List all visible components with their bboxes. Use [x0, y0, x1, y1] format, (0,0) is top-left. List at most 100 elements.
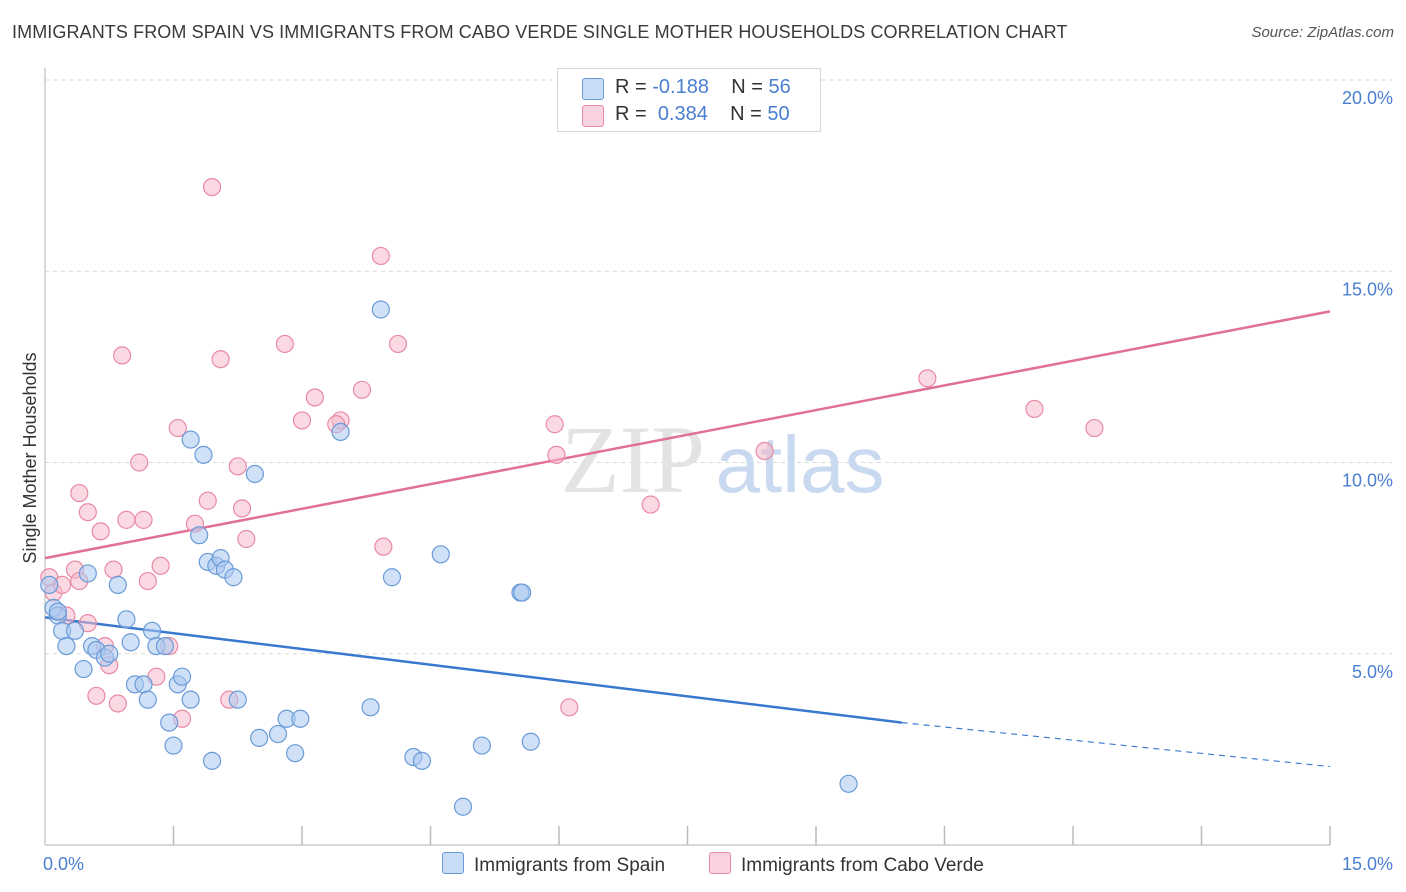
point-spain: [412, 751, 432, 770]
legend-n-label: N =: [731, 76, 763, 98]
point-cabo-verde: [134, 510, 153, 529]
legend-r-value-spain: -0.188: [652, 76, 709, 98]
trend-line-spain: [44, 616, 902, 724]
point-cabo-verde: [547, 445, 566, 464]
legend-n-value-spain: 56: [768, 76, 791, 98]
x-tick-label-max: 15.0%: [1342, 854, 1393, 874]
y-tick-label: 5.0%: [1352, 662, 1393, 682]
point-cabo-verde: [78, 503, 97, 522]
point-spain: [160, 713, 179, 732]
point-cabo-verde: [641, 495, 660, 514]
axes: [44, 68, 1331, 846]
legend-n-value-cabo-verde: 50: [767, 103, 790, 125]
point-cabo-verde: [112, 346, 132, 365]
point-spain: [40, 575, 59, 595]
point-cabo-verde: [202, 178, 222, 197]
point-spain: [245, 464, 264, 484]
point-spain: [291, 709, 310, 728]
point-spain: [268, 724, 288, 744]
point-spain: [181, 690, 200, 709]
point-spain: [202, 751, 222, 770]
point-cabo-verde: [1025, 399, 1044, 419]
legend-stats-spain: R = -0.188 N = 56: [615, 76, 791, 99]
point-cabo-verde: [108, 694, 127, 713]
point-cabo-verde: [138, 571, 157, 591]
legend-swatch-cabo-verde: [582, 105, 604, 127]
point-cabo-verde: [87, 686, 106, 705]
point-cabo-verde: [91, 522, 110, 541]
source-label: Source: ZipAtlas.com: [1251, 24, 1394, 41]
point-cabo-verde: [560, 698, 579, 717]
watermark-atlas: atlas: [716, 420, 885, 509]
point-spain: [839, 774, 858, 793]
point-spain: [172, 667, 192, 686]
point-spain: [361, 698, 380, 717]
trend-line-spain-extension: [901, 722, 1331, 768]
point-spain: [181, 430, 200, 449]
bottom-legend-spain: Immigrants from Spain: [442, 852, 665, 877]
point-spain: [100, 644, 119, 663]
tick-labels: 5.0% 10.0% 15.0% 20.0% 0.0% 15.0%: [43, 88, 1393, 874]
x-tick-label-min: 0.0%: [43, 854, 84, 874]
point-cabo-verde: [228, 457, 247, 476]
point-spain: [190, 526, 209, 545]
point-spain: [286, 744, 305, 763]
point-spain: [108, 575, 127, 595]
trend-line-cabo-verde: [44, 310, 1331, 560]
point-cabo-verde: [545, 415, 564, 434]
legend-r-label: R =: [615, 103, 647, 125]
point-cabo-verde: [232, 499, 252, 518]
point-spain: [57, 636, 76, 656]
y-tick-label: 10.0%: [1342, 471, 1393, 491]
point-spain: [431, 545, 450, 564]
chart-title: IMMIGRANTS FROM SPAIN VS IMMIGRANTS FROM…: [12, 22, 1068, 42]
watermark-zip: ZIP: [561, 406, 705, 513]
data-points: [40, 178, 1104, 816]
point-spain: [453, 797, 473, 816]
point-spain: [521, 732, 540, 751]
point-spain: [164, 736, 183, 755]
point-cabo-verde: [211, 350, 230, 369]
point-spain: [117, 610, 136, 629]
point-spain: [228, 690, 247, 709]
point-cabo-verde: [70, 484, 89, 503]
point-cabo-verde: [275, 334, 294, 354]
legend-n-label: N =: [730, 103, 762, 125]
point-cabo-verde: [104, 560, 123, 579]
point-cabo-verde: [237, 529, 256, 549]
point-cabo-verde: [168, 418, 187, 438]
point-spain: [78, 564, 97, 583]
point-spain: [121, 633, 140, 652]
bottom-legend-label-cabo-verde: Immigrants from Cabo Verde: [741, 855, 984, 876]
point-cabo-verde: [388, 334, 408, 354]
point-spain: [74, 659, 93, 679]
point-cabo-verde: [117, 510, 136, 529]
point-spain: [224, 568, 243, 587]
bottom-legend-label-spain: Immigrants from Spain: [474, 855, 666, 876]
bottom-legend-swatch-spain: [442, 852, 464, 874]
point-spain: [331, 422, 350, 441]
trend-lines: [44, 310, 1331, 768]
point-spain: [155, 636, 175, 656]
bottom-legend-swatch-cabo-verde: [709, 852, 731, 874]
bottom-legend-cabo-verde: Immigrants from Cabo Verde: [709, 852, 984, 877]
point-cabo-verde: [755, 441, 774, 461]
point-spain: [513, 583, 532, 602]
point-spain: [48, 602, 67, 621]
grid-lines: [45, 79, 1392, 655]
point-spain: [194, 445, 213, 464]
legend-r-value-cabo-verde: 0.384: [657, 103, 708, 125]
legend-stats-cabo-verde: R = 0.384 N = 50: [615, 103, 790, 126]
point-spain: [250, 728, 269, 748]
y-axis-label: Single Mother Households: [20, 352, 40, 563]
y-tick-label: 15.0%: [1342, 279, 1393, 299]
point-spain: [382, 568, 402, 587]
point-spain: [371, 300, 390, 319]
point-cabo-verde: [371, 246, 390, 266]
point-spain: [138, 690, 157, 709]
legend-swatch-spain: [582, 78, 604, 100]
correlation-legend: R = -0.188 N = 56 R = 0.384 N = 50: [557, 68, 821, 132]
point-spain: [142, 621, 162, 640]
point-cabo-verde: [1085, 418, 1104, 438]
